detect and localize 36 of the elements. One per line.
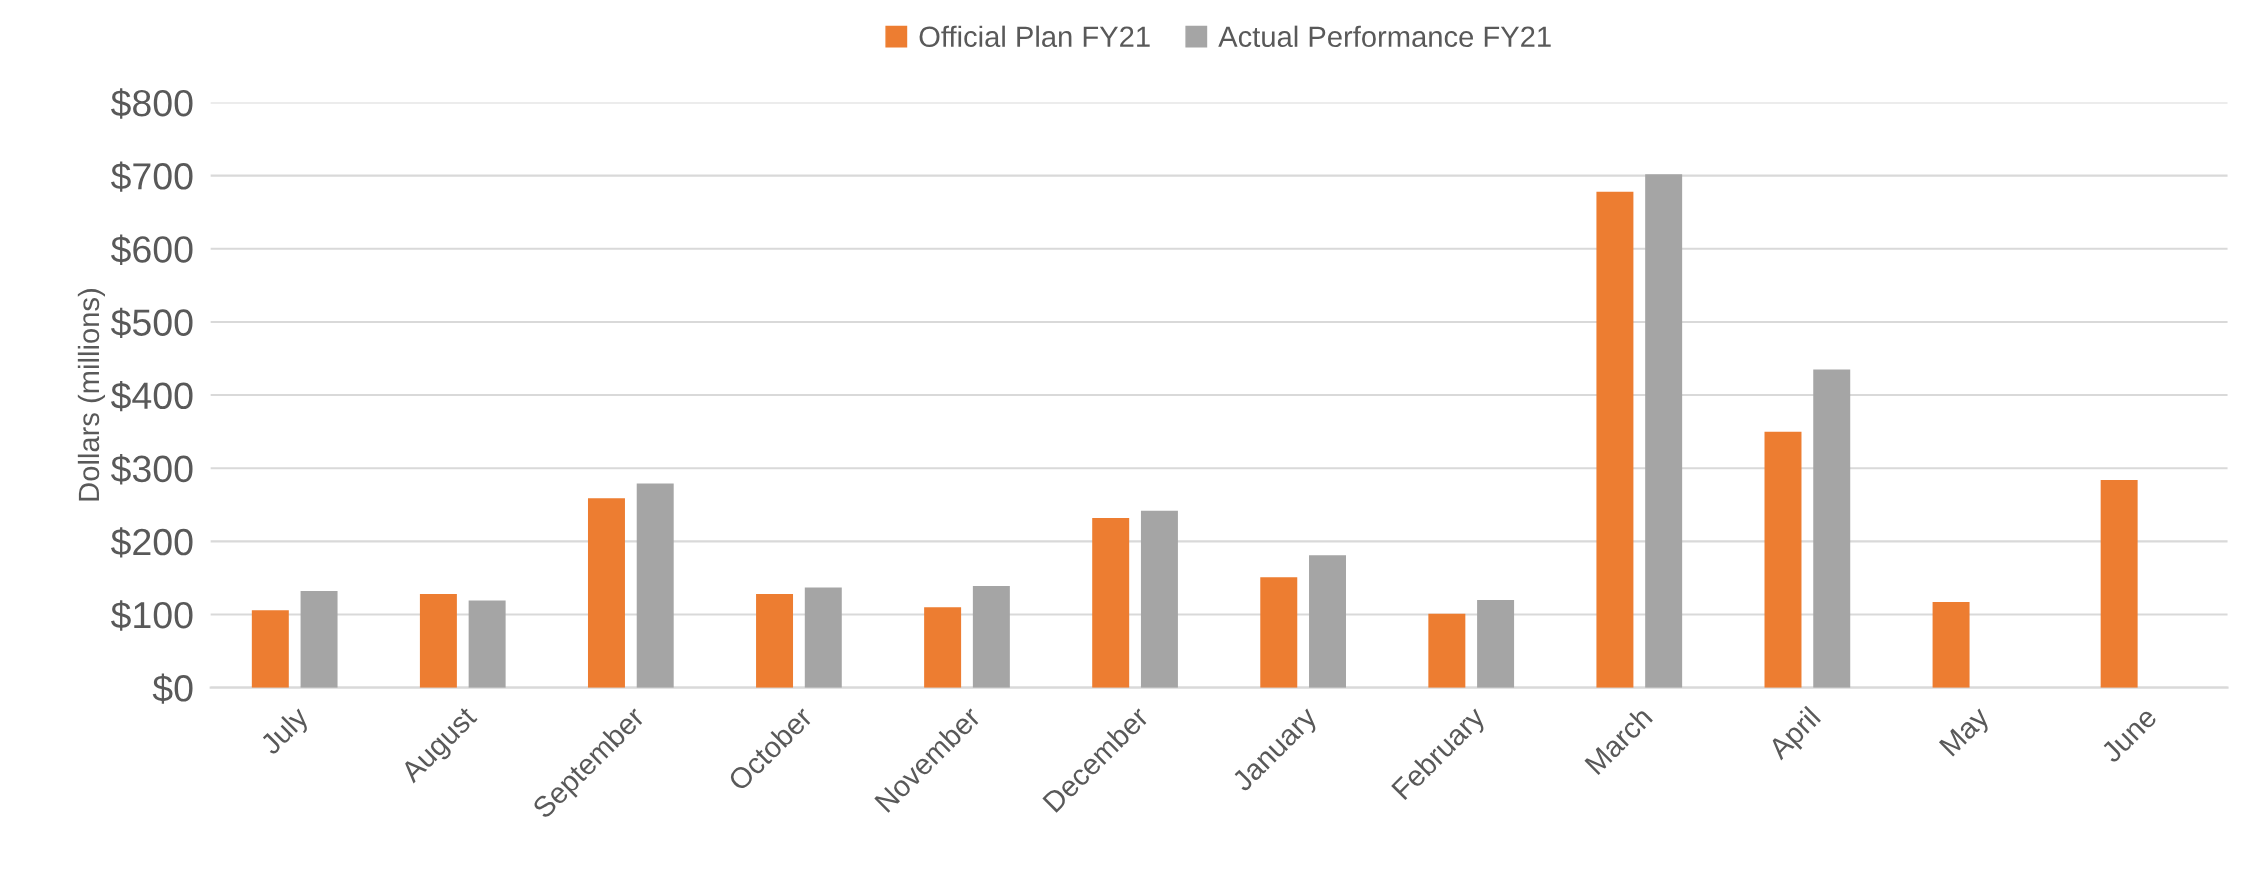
bar [972, 585, 1010, 688]
legend-label: Official Plan FY21 [919, 25, 1150, 48]
bar [1596, 191, 1634, 688]
bar [1764, 431, 1802, 688]
bar [1092, 517, 1130, 688]
bar [1309, 555, 1346, 688]
y-tick-label: $500 [110, 307, 193, 339]
y-tick-label: $700 [110, 161, 193, 192]
bar [1477, 599, 1515, 688]
y-tick-label: $300 [110, 454, 193, 485]
bar [1932, 602, 1970, 688]
bar [636, 483, 674, 688]
bar [419, 594, 457, 688]
x-tick-label: July [258, 704, 314, 760]
x-tick-label: May [1938, 705, 1995, 761]
y-axis-title: Dollars (millions) [77, 289, 105, 501]
bar [251, 610, 289, 688]
y-tick-label: $400 [110, 380, 193, 412]
bar [1428, 613, 1466, 688]
bar [587, 498, 625, 688]
bar [756, 594, 794, 688]
legend-label: Actual Performance FY21 [1218, 25, 1551, 48]
bar [300, 591, 338, 688]
y-tick-label: $600 [110, 234, 193, 265]
y-tick-label: $200 [110, 527, 193, 558]
bar [2100, 479, 2138, 688]
y-tick-label: $100 [110, 600, 193, 631]
bar [1140, 510, 1178, 688]
bar [468, 600, 506, 688]
bar [924, 607, 962, 688]
bar [1260, 577, 1298, 688]
bar [1645, 174, 1683, 688]
y-tick-label: $0 [152, 673, 193, 704]
y-tick-label: $800 [110, 88, 193, 119]
bar [804, 587, 842, 688]
bar [1813, 369, 1851, 688]
